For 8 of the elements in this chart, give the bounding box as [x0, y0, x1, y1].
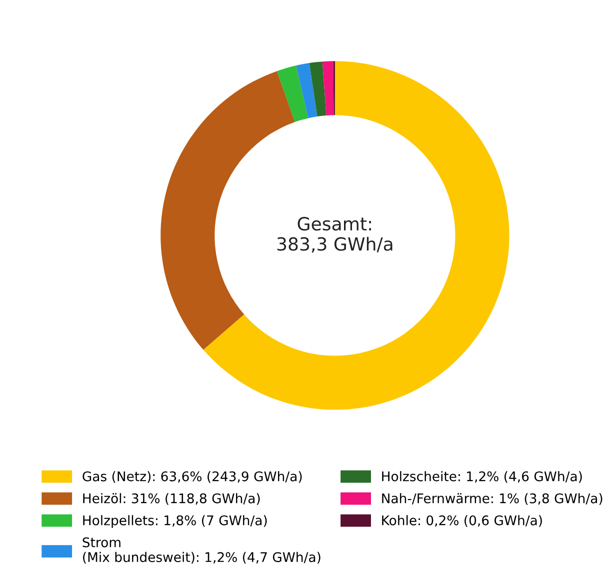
legend-label: Holzscheite: 1,2% (4,6 GWh/a) — [382, 471, 582, 483]
text: Gesamt: 383,3 GWh/a — [277, 216, 392, 253]
legend-label: Holzpellets: 1,8% (7 GWh/a) — [83, 515, 267, 528]
legend-label: Nah-/Fernwärme: 1% (3,8 GWh/a) — [382, 493, 602, 505]
legend-label: Gas (Netz): 63,6% (243,9 GWh/a) — [82, 471, 302, 483]
legend-label: Heizöl: 31% (118,8 GWh/a) — [83, 493, 260, 505]
legend-label: Kohle: 0,2% (0,6 GWh/a) — [382, 515, 542, 527]
legend-label: Strom (Mix bundesweit): 1,2% (4,7 GWh/a) — [82, 537, 320, 564]
